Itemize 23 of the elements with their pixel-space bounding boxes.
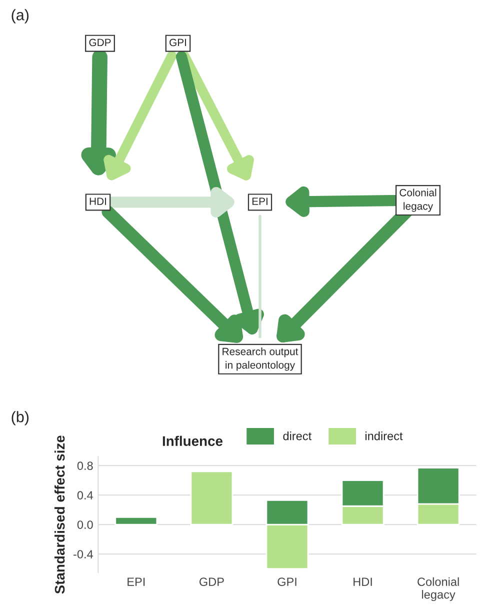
bar [190,470,234,526]
text: EPI [252,198,268,205]
y-tick-label: 0.0 [77,520,93,529]
bar [114,516,158,526]
x-tick-label: GPI [278,578,296,586]
legend-title: Influence [162,436,222,446]
y-tick-label: -0.4 [74,550,93,558]
legend-label: direct [283,432,312,440]
legend-label: indirect [366,432,403,440]
text: Research output in paleontology [222,348,298,371]
chart-title: (b) [12,411,29,426]
text: (a) [12,9,29,24]
text: GDP [89,38,111,46]
y-axis-title: Standardised effect size [54,436,65,594]
x-tick-label: GDP [200,578,224,586]
y-tick-label: 0.8 [77,462,93,470]
y-tick-label: 0.4 [77,491,93,500]
x-tick-label: EPI [128,578,145,586]
text: GPI [170,38,186,46]
x-tick-label: HDI [354,578,372,586]
text: Colonial legacy [400,188,436,212]
text: HDI [90,198,106,205]
x-tick-label: Colonial legacy [418,577,459,602]
